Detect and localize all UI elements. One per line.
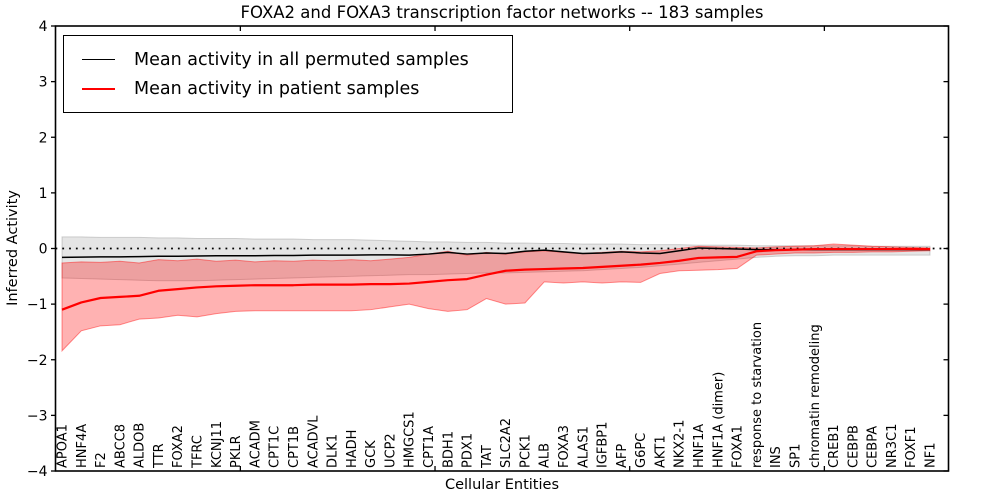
x-category-label: F2 bbox=[94, 452, 109, 468]
x-category-label: PCK1 bbox=[518, 434, 533, 468]
x-category-label: FOXA3 bbox=[557, 425, 572, 468]
x-category-label: BDH1 bbox=[441, 431, 456, 468]
x-axis-title: Cellular Entities bbox=[444, 477, 560, 493]
y-axis-title: Inferred Activity bbox=[5, 190, 21, 306]
legend-entry-permuted: Mean activity in all permuted samples bbox=[78, 45, 498, 74]
y-tick-label: −3 bbox=[27, 408, 48, 424]
x-category-label: FOXA2 bbox=[171, 425, 186, 468]
x-category-label: CPT1C bbox=[268, 426, 283, 468]
y-tick-label: 0 bbox=[39, 242, 48, 258]
x-category-label: HMGCS1 bbox=[403, 411, 418, 468]
x-category-label: IGFBP1 bbox=[596, 422, 611, 468]
x-category-label: CEBPB bbox=[846, 425, 861, 468]
x-category-label: DLK1 bbox=[326, 434, 341, 468]
x-category-label: ACADVL bbox=[306, 415, 321, 468]
x-category-label: ALAS1 bbox=[576, 426, 591, 468]
x-category-label: TTR bbox=[152, 443, 167, 469]
y-tick-label: 3 bbox=[39, 75, 48, 91]
patient-band bbox=[61, 243, 931, 353]
x-category-label: CREB1 bbox=[827, 424, 842, 468]
permuted-line-swatch-icon bbox=[82, 58, 115, 61]
x-category-label: SP1 bbox=[788, 444, 803, 468]
x-category-label: NF1 bbox=[924, 443, 939, 468]
x-category-label: CPT1A bbox=[422, 426, 437, 468]
patient-mean-line bbox=[61, 247, 930, 311]
x-category-label: AFP bbox=[615, 444, 630, 468]
legend: Mean activity in all permuted samples Me… bbox=[63, 35, 513, 113]
x-category-label: FOXF1 bbox=[904, 426, 919, 468]
x-category-label: TFRC bbox=[191, 435, 206, 469]
x-category-label: FOXA1 bbox=[731, 425, 746, 468]
x-category-label: NKX2-1 bbox=[673, 420, 688, 468]
patient-line-swatch-icon bbox=[82, 87, 115, 90]
x-category-label: HNF4A bbox=[75, 424, 90, 468]
x-category-label: PDX1 bbox=[461, 433, 476, 468]
y-tick-label: 2 bbox=[39, 130, 48, 146]
y-tick-label: 1 bbox=[39, 186, 48, 202]
y-tick-label: 4 bbox=[39, 19, 48, 35]
x-category-label: HADH bbox=[345, 430, 360, 468]
x-category-label: ABCC8 bbox=[113, 424, 128, 468]
x-category-label: UCP2 bbox=[383, 433, 398, 468]
x-category-label: SLC2A2 bbox=[499, 418, 514, 468]
y-tick-label: −1 bbox=[27, 297, 48, 313]
chart-title: FOXA2 and FOXA3 transcription factor net… bbox=[240, 3, 764, 22]
legend-label: Mean activity in all permuted samples bbox=[134, 49, 469, 70]
x-category-label: ALB bbox=[538, 443, 553, 468]
y-tick-label: −2 bbox=[27, 353, 48, 369]
x-category-label: AKT1 bbox=[653, 435, 668, 468]
x-category-label: CPT1B bbox=[287, 426, 302, 468]
x-category-label: NR3C1 bbox=[885, 424, 900, 468]
x-category-label: GCK bbox=[364, 440, 379, 468]
x-category-label: HNF1A bbox=[692, 424, 707, 468]
x-category-label: response to starvation bbox=[750, 322, 765, 468]
x-category-label: INS bbox=[769, 446, 784, 468]
x-category-label: KCNJ11 bbox=[210, 421, 225, 468]
x-category-label: PKLR bbox=[229, 435, 244, 468]
x-category-label: APOA1 bbox=[56, 424, 71, 468]
legend-label: Mean activity in patient samples bbox=[134, 78, 420, 99]
x-category-label: G6PC bbox=[634, 433, 649, 468]
x-category-label: ACADM bbox=[248, 420, 263, 468]
x-category-label: ALDOB bbox=[133, 423, 148, 468]
x-category-label: CEBPA bbox=[866, 426, 881, 468]
x-category-label: chromatin remodeling bbox=[808, 324, 823, 468]
x-category-label: TAT bbox=[480, 445, 495, 469]
x-category-label: HNF1A (dimer) bbox=[711, 372, 726, 468]
legend-entry-patient: Mean activity in patient samples bbox=[78, 74, 498, 103]
y-tick-label: −4 bbox=[27, 464, 48, 480]
